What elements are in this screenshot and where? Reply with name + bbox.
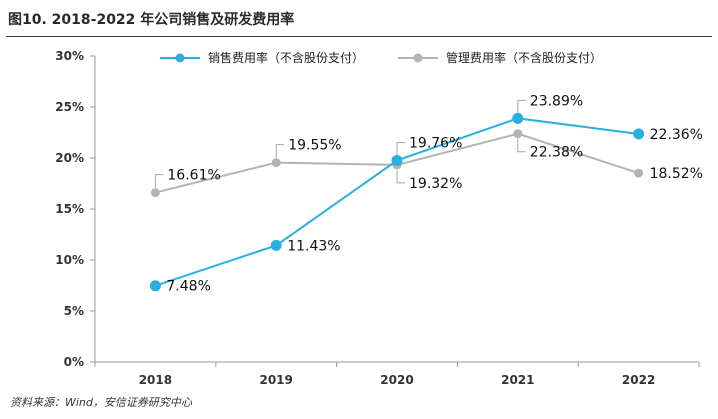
y-tick-label: 15% [55,202,84,216]
x-tick-label: 2021 [501,373,534,387]
data-point [512,112,524,124]
series-admin-expense: 16.61% 19.55% 19.32% 22.38% 18.52% [150,129,703,198]
data-point [270,239,282,251]
x-tick-label: 2019 [259,373,292,387]
legend-swatch-marker [175,53,185,63]
legend-item: 销售费用率（不含股份支付） [160,50,364,65]
data-point [271,158,281,168]
data-label: 7.48% [166,279,210,295]
label-leader [396,169,405,184]
data-label: 18.52% [650,166,703,182]
data-point [633,128,645,140]
legend-label: 销售费用率（不含股份支付） [208,50,364,65]
legend: 销售费用率（不含股份支付） 管理费用率（不含股份支付） [160,50,602,65]
data-point [634,168,644,178]
data-point [513,129,523,139]
label-leader [517,138,526,153]
y-tick-label: 30% [55,49,84,63]
label-leader [517,99,526,114]
data-label: 19.76% [409,135,462,151]
series-selling-expense: 7.48% 11.43% 19.76% 23.89% 22.36% [149,93,703,295]
x-tick-label: 2020 [380,373,413,387]
label-leader [154,174,164,188]
data-label: 11.43% [287,238,340,254]
source-note: 资料来源：Wind，安信证券研究中心 [10,396,192,409]
y-tick-label: 5% [64,304,84,318]
axes: 0% 5% 10% 15% 20% 25% 30% 2018 2019 2020 2021 2022 [55,49,700,387]
legend-swatch-marker [413,53,423,63]
data-label: 23.89% [530,93,583,109]
series-layer: 16.61% 19.55% 19.32% 22.38% 18.52% 7.48% 11.43… [149,93,703,295]
title-divider [6,36,712,37]
data-label: 16.61% [167,168,220,184]
data-label: 19.55% [288,138,341,154]
legend-item: 管理费用率（不含股份支付） [398,50,602,65]
data-label: 22.36% [650,127,703,143]
data-point [391,154,403,166]
y-tick-label: 0% [64,355,84,369]
y-tick-label: 25% [55,100,84,114]
data-label: 19.32% [409,176,462,192]
label-leader [275,144,285,158]
label-leader [396,141,405,156]
data-label: 22.38% [530,145,583,161]
y-tick-label: 10% [55,253,84,267]
data-point [150,188,160,198]
x-tick-label: 2022 [622,373,655,387]
x-tick-label: 2018 [139,373,172,387]
chart-title: 图10. 2018-2022 年公司销售及研发费用率 [8,12,295,28]
data-point [149,280,161,292]
y-tick-label: 20% [55,151,84,165]
legend-label: 管理费用率（不含股份支付） [446,50,602,65]
